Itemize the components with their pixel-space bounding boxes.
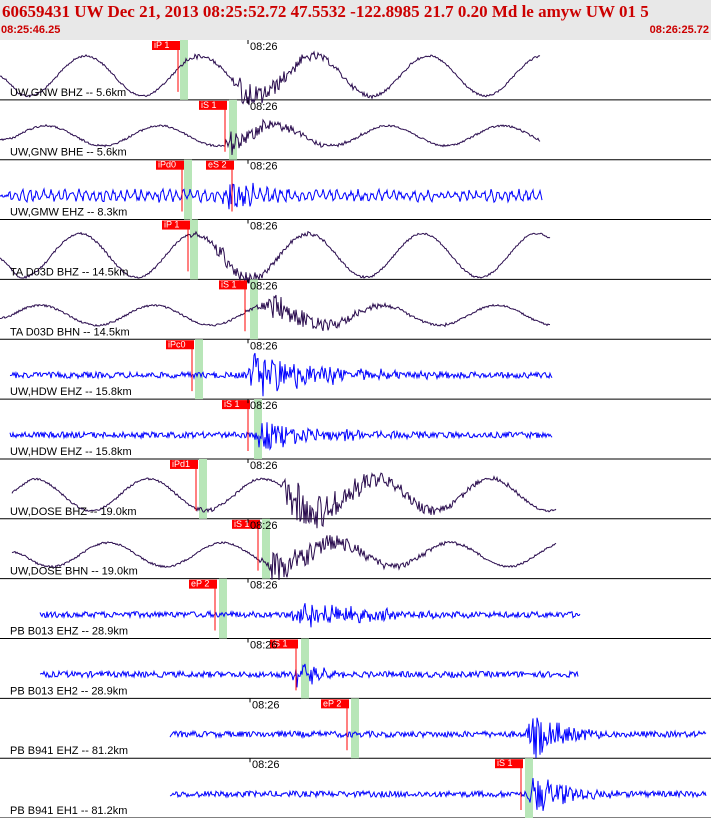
pick-label: iP 1 [154, 40, 169, 50]
waveform-trace [9, 352, 553, 397]
pick-label-box [156, 160, 184, 170]
station-label: UW,DOSE BHZ -- 19.0km [10, 506, 137, 518]
trace-panel: iS 1 08:26 PB B941 EH1 -- 81.2km [0, 758, 711, 818]
event-title: 60659431 UW Dec 21, 2013 08:25:52.72 47.… [2, 2, 649, 21]
pick-label: iS 1 [221, 279, 237, 289]
station-label: TA D03D BHZ -- 14.5km [10, 266, 128, 278]
minute-label: 08:26 [250, 640, 278, 652]
pick-label: iS 1 [497, 758, 513, 768]
minute-label: 08:26 [250, 221, 278, 233]
station-label: UW,HDW EHZ -- 15.8km [10, 446, 132, 458]
pick-window [301, 638, 309, 699]
waveform-trace [9, 422, 553, 451]
pick-window [184, 159, 192, 220]
pick-label-box [270, 639, 298, 649]
pick-label: iS 1 [224, 399, 240, 409]
waveform-trace [0, 230, 551, 285]
trace-panel: iP 1 08:26 TA D03D BHZ -- 14.5km [0, 219, 711, 285]
pick-window [195, 339, 203, 400]
pick-label-box [495, 759, 523, 769]
pick-label: iPd1 [172, 459, 190, 469]
pick-label-box [162, 220, 190, 230]
pick-label-box [219, 280, 247, 290]
pick-window [190, 219, 198, 280]
station-label: UW,GMW EHZ -- 8.3km [10, 207, 127, 219]
pick-window [229, 99, 237, 160]
trace-panel: eP 2 08:26 PB B941 EHZ -- 81.2km [0, 698, 711, 759]
minute-label: 08:26 [250, 41, 278, 53]
trace-panel: eP 2 08:26 PB B013 EHZ -- 28.9km [0, 578, 711, 639]
waveform-trace [0, 294, 551, 332]
pick-window [250, 279, 258, 340]
minute-label: 08:26 [250, 340, 278, 352]
minute-label: 08:26 [250, 280, 278, 292]
waveform-trace [0, 182, 543, 210]
pick-label-box [232, 519, 260, 529]
waveform-trace [39, 603, 581, 628]
station-label: UW,GNW BHZ -- 5.6km [10, 87, 126, 99]
waveform-trace [169, 717, 707, 759]
pick-window [180, 40, 188, 100]
minute-label: 08:26 [250, 580, 278, 592]
station-label: UW,GNW BHE -- 5.6km [10, 147, 127, 159]
minute-label: 08:26 [252, 759, 280, 771]
waveform-trace [0, 50, 541, 106]
minute-label: 08:26 [252, 699, 280, 711]
minute-label: 08:26 [250, 400, 278, 412]
pick-label: iP 1 [164, 220, 179, 230]
trace-panel: iS 1 08:26 UW,HDW EHZ -- 15.8km [0, 399, 711, 460]
waveform-trace [11, 535, 557, 581]
station-label: UW,DOSE BHN -- 19.0km [10, 566, 138, 578]
station-label: UW,HDW EHZ -- 15.8km [10, 386, 132, 398]
station-label: PB B941 EHZ -- 81.2km [10, 745, 128, 757]
trace-panel: iS 1 08:26 UW,GNW BHE -- 5.6km [0, 99, 711, 161]
pick-label: eS 2 [208, 160, 227, 170]
trace-panel: iS 1 08:26 TA D03D BHN -- 14.5km [0, 279, 711, 340]
pick-label-box [170, 459, 198, 469]
trace-panel: iP 1 08:26 UW,GNW BHZ -- 5.6km [0, 40, 711, 106]
pick-label-box [152, 41, 180, 50]
minute-label: 08:26 [250, 460, 278, 472]
waveform-trace [169, 778, 707, 811]
window-start-time: 08:25:46.25 [1, 24, 61, 36]
minute-label: 08:26 [250, 101, 278, 113]
minute-label: 08:26 [250, 161, 278, 173]
pick-window [254, 399, 262, 459]
station-label: PB B013 EH2 -- 28.9km [10, 685, 127, 697]
station-label: TA D03D BHN -- 14.5km [10, 326, 130, 338]
pick-window [525, 758, 533, 818]
pick-label-box [199, 100, 227, 110]
trace-panel: iPd1 08:26 UW,DOSE BHZ -- 19.0km [0, 458, 711, 529]
pick-window [219, 578, 227, 639]
pick-label: eP 2 [191, 579, 209, 589]
waveform-trace [39, 663, 579, 688]
pick-window [199, 458, 207, 519]
pick-label: iPd0 [158, 160, 176, 170]
trace-panel: iS 1 08:26 UW,DOSE BHN -- 19.0km [0, 518, 711, 581]
pick-label: eP 2 [323, 698, 341, 708]
pick-label: iS 1 [272, 639, 288, 649]
window-end-time: 08:26:25.72 [649, 24, 709, 36]
waveform-trace [11, 472, 557, 529]
minute-label: 08:26 [250, 520, 278, 532]
pick-label-box [189, 579, 217, 589]
pick-label: iS 1 [234, 519, 250, 529]
trace-panel: iPc0 08:26 UW,HDW EHZ -- 15.8km [0, 339, 711, 400]
event-header: 60659431 UW Dec 21, 2013 08:25:52.72 47.… [0, 0, 711, 40]
waveform-trace [0, 118, 541, 156]
station-label: PB B013 EHZ -- 28.9km [10, 626, 128, 638]
pick-label-box [321, 699, 349, 709]
pick-label: iS 1 [201, 100, 217, 110]
pick-label-box [166, 340, 194, 350]
station-label: PB B941 EH1 -- 81.2km [10, 805, 127, 817]
pick-window [351, 698, 359, 759]
pick-label-box [206, 160, 234, 170]
pick-window [262, 518, 270, 579]
trace-panel: iS 108:26 PB B013 EH2 -- 28.9km [0, 638, 711, 699]
pick-label: iPc0 [168, 339, 186, 349]
trace-panel: iPd0 eS 2 08:26 UW,GMW EHZ -- 8.3km [0, 159, 711, 221]
pick-label-box [222, 400, 250, 410]
